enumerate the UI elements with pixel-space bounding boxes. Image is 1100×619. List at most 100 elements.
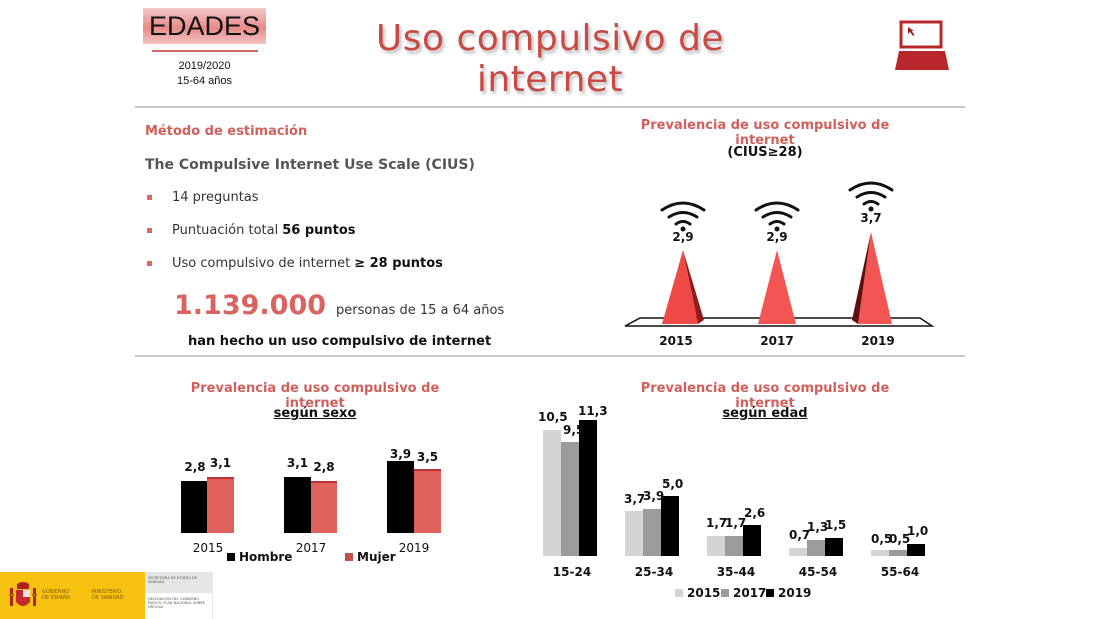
survey-age-range: 15-64 años (176, 75, 233, 87)
bullet-total-score: Puntuación total 56 puntos (147, 223, 356, 238)
label-2019-15-24: 11,3 (578, 404, 608, 418)
label-2015-15-24: 10,5 (538, 410, 568, 424)
bullet-text: Uso compulsivo de internet (172, 256, 351, 271)
bar-2015-55-64 (871, 550, 889, 556)
logo-ministerio: MINISTERIO DE SANIDAD (92, 589, 124, 601)
age-cat-35-44: 35-44 (716, 565, 756, 579)
highlight-suffix: personas de 15 a 64 años (336, 303, 505, 318)
page-title: Uso compulsivo de internet (375, 18, 725, 100)
method-heading: Método de estimación (145, 124, 308, 139)
bar-2015-35-44 (707, 536, 725, 556)
bullet-questions: 14 preguntas (147, 190, 259, 205)
logo-gobierno-line1: GOBIERNO (42, 589, 70, 595)
label-2019-55-64: 1,0 (907, 524, 929, 538)
bar-2017-35-44 (725, 536, 743, 556)
bar-2019-55-64 (907, 544, 925, 556)
bar-mujer-2015 (207, 477, 234, 533)
bullet-square-icon (147, 261, 152, 266)
bar-2019-25-34 (661, 496, 679, 556)
bar-hombre-2017 (284, 477, 311, 533)
bar-2017-55-64 (889, 550, 907, 556)
bar-2015-15-24 (543, 430, 561, 556)
label-mujer-2015: 3,1 (209, 456, 232, 470)
label-mujer-2017: 2,8 (313, 460, 335, 474)
age-chart-title: Prevalencia de uso compulsivo de interne… (640, 381, 890, 411)
age-cat-45-54: 45-54 (798, 565, 838, 579)
label-mujer-2019: 3,5 (416, 450, 439, 464)
legend-2015: 2015 (675, 586, 720, 600)
legend-swatch-hombre (227, 553, 235, 561)
label-2017-35-44: 1,7 (725, 516, 747, 530)
label-2017-55-64: 0,5 (889, 532, 911, 546)
label-2017-25-34: 3,9 (643, 489, 665, 503)
label-hombre-2017: 3,1 (286, 456, 309, 470)
logo-secretaria: SECRETARÍA DE ESTADO DE SANIDAD (145, 572, 213, 594)
sex-cat-2017: 2017 (295, 541, 327, 555)
legend-label-2015: 2015 (687, 586, 721, 600)
scale-name: The Compulsive Internet Use Scale (CIUS) (145, 157, 475, 173)
legend-swatch-2015 (675, 589, 683, 597)
highlight-stat: 1.139.000 personas de 15 a 64 años (174, 290, 504, 321)
sex-cat-2019: 2019 (398, 541, 430, 555)
edades-badge-text: EDADES (148, 10, 261, 41)
bar-2019-15-24 (579, 420, 597, 556)
bar-hombre-2019 (387, 461, 414, 533)
highlight-line2: han hecho un uso compulsivo de internet (188, 334, 492, 349)
pyramid-year-2015: 2015 (659, 334, 693, 348)
pyramid-value-2015: 2,9 (672, 230, 694, 244)
label-2015-55-64: 0,5 (871, 532, 893, 546)
legend-label-2019: 2019 (778, 586, 812, 600)
legend-swatch-mujer (345, 553, 353, 561)
legend-2017: 2017 (721, 586, 766, 600)
bar-2017-25-34 (643, 509, 661, 556)
logo-delegacion: DELEGACIÓN DEL GOBIERNO PARA EL PLAN NAC… (145, 593, 213, 619)
legend-label-2017: 2017 (733, 586, 767, 600)
label-2019-35-44: 2,6 (744, 506, 766, 520)
label-2015-45-54: 0,7 (789, 528, 811, 542)
label-2017-45-54: 1,3 (807, 520, 829, 534)
wifi-icon (660, 201, 706, 226)
bullet-square-icon (147, 228, 152, 233)
bar-2017-45-54 (807, 540, 825, 556)
pyramid-year-2019: 2019 (861, 334, 895, 348)
label-2019-25-34: 5,0 (662, 477, 684, 491)
sex-chart-title: Prevalencia de uso compulsivo de interne… (190, 381, 440, 411)
logo-gobierno-line2: DE ESPAÑA (42, 595, 71, 601)
label-2015-35-44: 1,7 (706, 516, 728, 530)
label-hombre-2015: 2,8 (184, 460, 206, 474)
coat-of-arms-icon (9, 582, 37, 606)
bullet-threshold: Uso compulsivo de internet ≥ 28 puntos (147, 256, 443, 271)
bullet-square-icon (147, 195, 152, 200)
bar-2015-45-54 (789, 548, 807, 556)
pyramid-chart (620, 170, 940, 330)
age-cat-15-24: 15-24 (552, 565, 592, 579)
highlight-number: 1.139.000 (174, 290, 327, 321)
legend-label-hombre: Hombre (239, 550, 293, 564)
logo-yellow-block: GOBIERNO DE ESPAÑA MINISTERIO DE SANIDAD (0, 572, 145, 619)
badge-divider (152, 50, 258, 52)
government-logo: GOBIERNO DE ESPAÑA MINISTERIO DE SANIDAD… (0, 572, 213, 619)
pyramid-chart-subtitle: (CIUS≥28) (727, 145, 803, 160)
bullet-bold: 56 puntos (282, 223, 356, 238)
legend-hombre: Hombre (227, 550, 292, 564)
bullet-text: 14 preguntas (172, 190, 259, 205)
middle-divider (135, 355, 965, 357)
label-2019-45-54: 1,5 (825, 518, 847, 532)
age-cat-55-64: 55-64 (880, 565, 920, 579)
bar-mujer-2019 (414, 469, 441, 533)
bar-hombre-2015 (181, 481, 207, 533)
legend-swatch-2017 (721, 589, 729, 597)
logo-ministerio-line2: DE SANIDAD (92, 595, 124, 601)
sex-chart-plot (180, 430, 450, 533)
age-cat-25-34: 25-34 (634, 565, 674, 579)
label-hombre-2019: 3,9 (389, 447, 412, 461)
survey-period: 2019/2020 (178, 60, 231, 72)
logo-side-block: SECRETARÍA DE ESTADO DE SANIDAD DELEGACI… (145, 572, 213, 619)
bar-2015-25-34 (625, 511, 643, 556)
top-divider (135, 106, 965, 108)
laptop-icon (893, 20, 951, 72)
edades-badge: EDADES (143, 8, 266, 44)
label-2017-15-24: 9,5 (563, 423, 585, 437)
pyramid-year-2017: 2017 (760, 334, 794, 348)
bullet-text: Puntuación total (172, 223, 279, 238)
